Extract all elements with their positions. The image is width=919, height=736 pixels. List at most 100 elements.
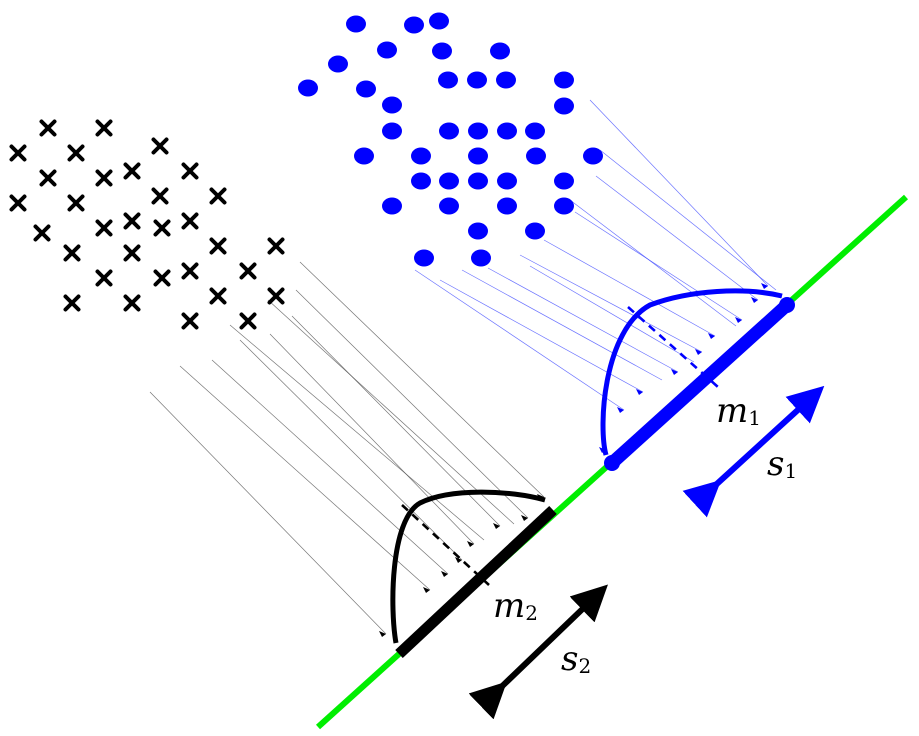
class1-projection-tip xyxy=(708,333,715,339)
class1-projection-line xyxy=(487,267,679,373)
class1-point xyxy=(439,197,459,215)
class2-projection-tip xyxy=(423,587,430,593)
label-m1: m1 xyxy=(716,391,761,431)
class2-projection-line xyxy=(239,339,463,561)
class1-point xyxy=(382,122,402,140)
class1-point xyxy=(382,197,402,215)
class1-projection-tip xyxy=(761,283,768,289)
class2-projection-tip xyxy=(493,523,500,529)
class1-point xyxy=(554,97,574,115)
class1-point xyxy=(525,222,545,240)
class1-point xyxy=(467,71,487,89)
class1-projection-line xyxy=(574,211,743,321)
class2-point xyxy=(267,237,285,255)
class2-projection-tip xyxy=(521,515,528,521)
class1-point xyxy=(554,71,574,89)
class1-point xyxy=(432,42,452,60)
class1-point xyxy=(328,55,348,73)
class1-projection-line xyxy=(519,254,703,353)
class2-projection-tip xyxy=(441,571,448,577)
class1-projection-line xyxy=(599,149,777,291)
class1-point xyxy=(525,122,545,140)
class1-point xyxy=(298,79,318,97)
class2-point xyxy=(63,294,81,312)
class2-point xyxy=(209,287,227,305)
class1-projection-tip xyxy=(636,389,643,395)
label-m2: m2 xyxy=(493,586,538,626)
class1-distribution-curve xyxy=(600,288,783,456)
class2-projection-line xyxy=(211,359,449,575)
class2-point xyxy=(181,262,199,280)
class2-point xyxy=(95,169,113,187)
class1-point xyxy=(377,41,397,59)
class2-points xyxy=(9,119,285,330)
class1-projection-line xyxy=(589,99,769,287)
class2-point xyxy=(151,137,169,155)
class2-point xyxy=(153,269,171,287)
class1-point xyxy=(356,80,376,98)
class1-point xyxy=(414,249,434,267)
class1-projection-line xyxy=(595,175,759,301)
class2-projection-line xyxy=(269,333,475,545)
class2-point xyxy=(209,187,227,205)
class2-point xyxy=(39,119,57,137)
class1-projection-tip xyxy=(751,297,758,303)
class2-projection-line xyxy=(179,365,431,591)
class1-point xyxy=(411,172,431,190)
class1-point xyxy=(404,16,424,34)
class1-point xyxy=(554,197,574,215)
class1-projection-tip xyxy=(671,369,678,375)
class2-point xyxy=(123,294,141,312)
class1-point xyxy=(429,12,449,30)
class2-projection-line xyxy=(295,289,529,519)
class2-point xyxy=(123,244,141,262)
class2-projection-line xyxy=(149,391,387,635)
projection-lines xyxy=(149,99,777,637)
class1-point xyxy=(346,15,366,33)
class1-point xyxy=(490,42,510,60)
class1-point xyxy=(468,147,488,165)
class1-projection-line xyxy=(569,199,737,327)
class1-point xyxy=(382,96,402,114)
class1-projection-line xyxy=(461,269,663,381)
class1-point xyxy=(554,172,574,190)
class2-spread-arrow xyxy=(468,584,608,720)
class1-point xyxy=(439,172,459,190)
class2-point xyxy=(95,219,113,237)
class1-point xyxy=(468,122,488,140)
class2-mean-line xyxy=(401,504,490,586)
class1-point xyxy=(526,147,546,165)
class1-segment-end xyxy=(779,297,795,313)
class2-point xyxy=(63,244,81,262)
class2-projected-segment xyxy=(395,505,557,659)
class2-point xyxy=(181,212,199,230)
class2-point xyxy=(123,212,141,230)
class2-point xyxy=(181,312,199,330)
class2-point xyxy=(33,224,51,242)
class2-point xyxy=(67,144,85,162)
class1-point xyxy=(583,147,603,165)
class1-projection-line xyxy=(543,239,716,337)
class2-projection-line xyxy=(267,299,515,525)
class2-point xyxy=(39,169,57,187)
label-s1: s1 xyxy=(767,444,797,484)
class1-point xyxy=(497,122,517,140)
class1-point xyxy=(411,147,431,165)
class1-projected-segment xyxy=(607,300,792,468)
class2-point xyxy=(267,287,285,305)
class1-projection-line xyxy=(529,265,695,363)
label-s2: s2 xyxy=(561,639,591,679)
class1-point xyxy=(468,222,488,240)
class1-points xyxy=(298,12,603,267)
class1-point xyxy=(468,172,488,190)
class1-point xyxy=(438,71,458,89)
class2-point xyxy=(151,187,169,205)
class2-point xyxy=(181,162,199,180)
class2-point xyxy=(95,119,113,137)
class2-projection-tip xyxy=(379,631,386,637)
class2-point xyxy=(239,262,257,280)
class1-point xyxy=(439,122,459,140)
class2-point xyxy=(9,194,27,212)
class1-segment-start xyxy=(604,455,620,471)
